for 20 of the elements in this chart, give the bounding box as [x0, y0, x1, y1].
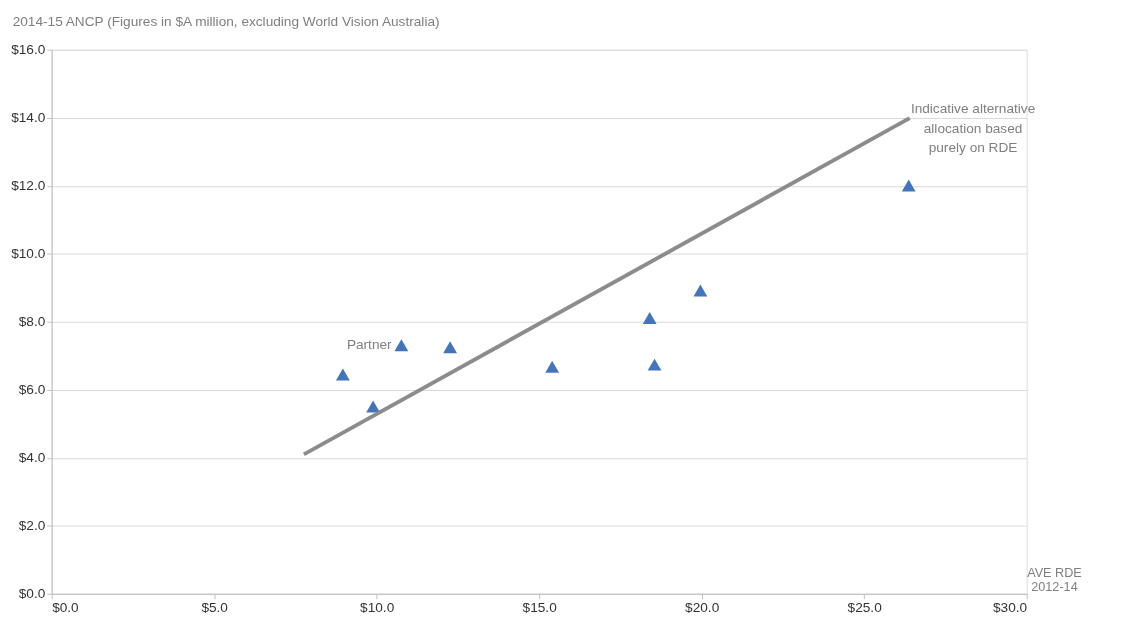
- y-tick-label: $2.0: [18, 518, 46, 534]
- x-tick-label: $15.0: [522, 599, 558, 615]
- x-tick-label: $0.0: [52, 599, 80, 615]
- y-tick-label: $8.0: [18, 314, 46, 330]
- x-tick-label: $30.0: [993, 599, 1028, 615]
- x-tick-label: $20.0: [685, 599, 720, 615]
- y-tick-label: $6.0: [18, 382, 46, 398]
- annotation: Indicative alternative allocation based purely on RDE: [910, 101, 1036, 156]
- y-tick-label: $16.0: [11, 42, 46, 58]
- y-tick-label: $14.0: [11, 110, 46, 126]
- chart-title: 2014-15 ANCP (Figures in $A million, excluding World Vision Australia): [12, 14, 440, 30]
- y-tick-label: $12.0: [11, 178, 46, 194]
- y-tick-label: $10.0: [11, 246, 46, 262]
- x-tick-label: $10.0: [360, 599, 395, 615]
- y-tick-label: $0.0: [18, 586, 46, 602]
- y-tick-label: $4.0: [18, 450, 46, 466]
- x-tick-label: $25.0: [847, 599, 883, 615]
- annotation: Partner: [346, 337, 393, 353]
- x-axis-title: AVE RDE 2012-14: [1027, 565, 1082, 595]
- x-tick-label: $5.0: [201, 599, 229, 615]
